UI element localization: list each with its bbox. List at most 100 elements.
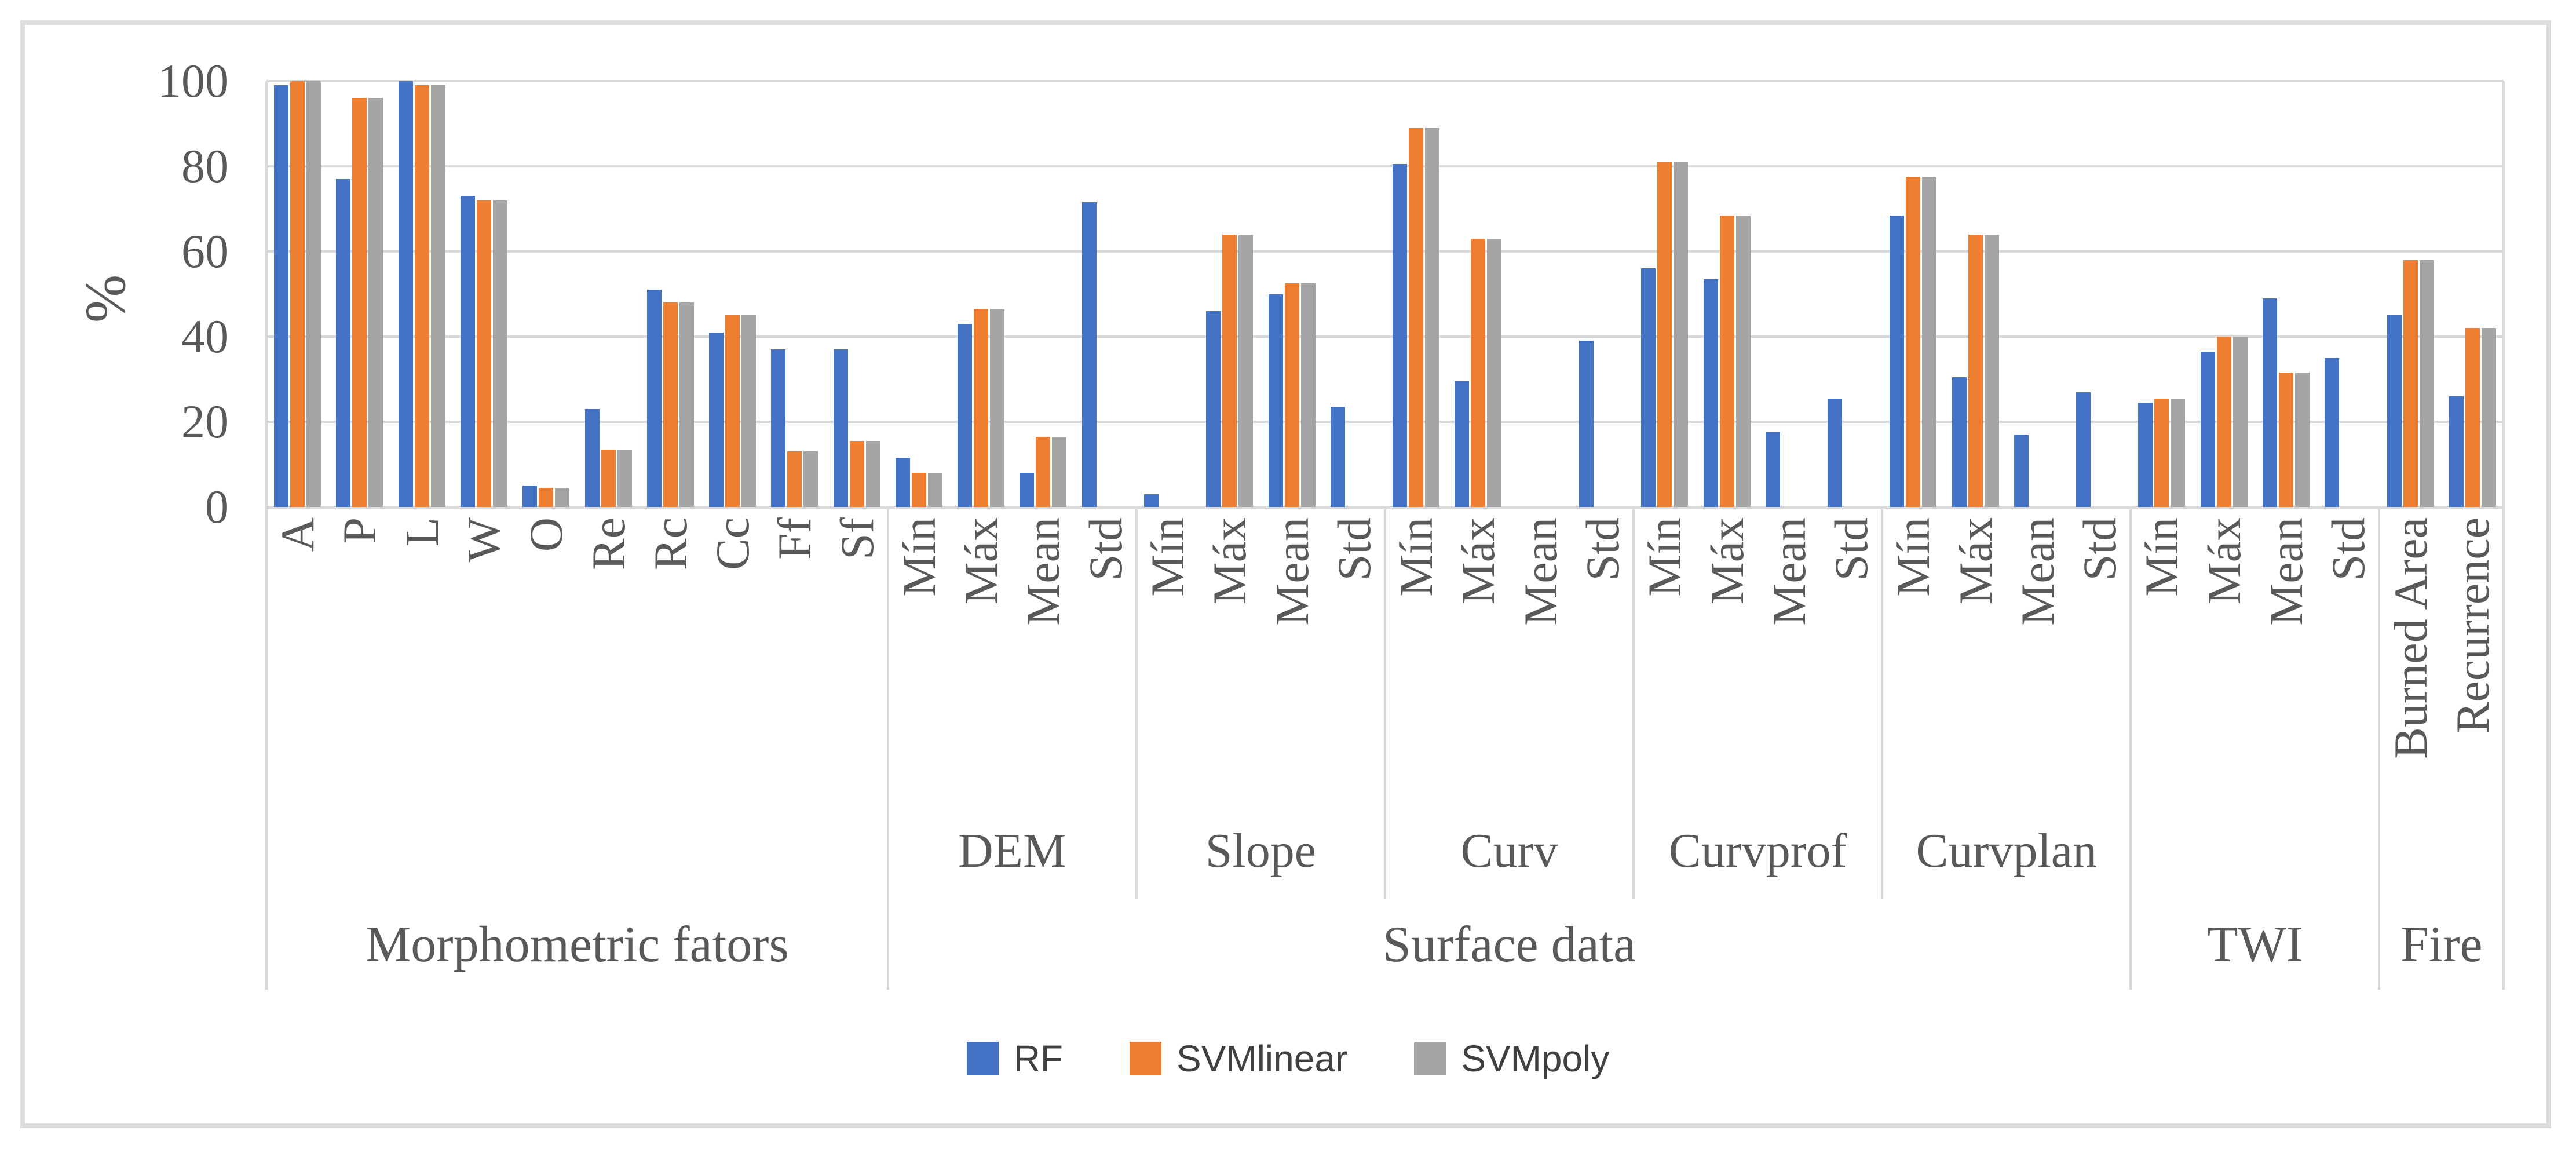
- bar-rf: [1455, 381, 1470, 507]
- subcategory-label: DEM: [958, 824, 1066, 878]
- bar-svmlinear: [2279, 373, 2293, 507]
- bar-group: [1820, 81, 1882, 507]
- tick-label: Mín: [1887, 517, 1940, 597]
- bar-group: [1323, 81, 1385, 507]
- bar-svmlinear: [787, 451, 802, 507]
- tick-label: O: [520, 517, 573, 552]
- axis-separator: [1384, 507, 1386, 899]
- tick-label: Mean: [1017, 517, 1070, 626]
- bar-svmpoly: [1922, 177, 1937, 507]
- bar-svmlinear: [2154, 398, 2169, 507]
- y-tick-label: 0: [205, 480, 229, 533]
- bar-rf: [1890, 215, 1905, 507]
- tick-label: Mean: [2011, 517, 2064, 626]
- tick-label: P: [333, 517, 386, 544]
- tick-cell: Máx: [1447, 517, 1509, 802]
- tick-cell: Mín: [2131, 517, 2193, 802]
- bar-svmpoly: [741, 315, 757, 507]
- bar-rf: [1268, 294, 1283, 507]
- bar-rf: [522, 486, 538, 507]
- tick-label: A: [271, 517, 324, 552]
- tick-cell: Máx: [950, 517, 1012, 802]
- tick-label: Std: [2073, 517, 2126, 581]
- tick-cell: Cc: [701, 517, 763, 802]
- bar-rf: [1393, 164, 1408, 507]
- bar-svmpoly: [679, 302, 694, 507]
- bar-svmlinear: [1719, 215, 1734, 507]
- legend-label: SVMlinear: [1176, 1038, 1348, 1079]
- category-label: Morphometric fators: [366, 916, 789, 973]
- axis-separator: [1135, 507, 1138, 899]
- tick-label: Mean: [1514, 517, 1567, 626]
- category-label: Fire: [2400, 916, 2483, 973]
- axis-separator: [1881, 507, 1884, 899]
- tick-label: Sf: [830, 517, 883, 560]
- tick-cell: O: [515, 517, 577, 802]
- bar-group: [391, 81, 453, 507]
- bar-rf: [2325, 357, 2340, 507]
- tick-cell: P: [328, 517, 390, 802]
- gridline: [266, 165, 2504, 167]
- bar-rf: [1081, 202, 1097, 507]
- bar-group: [701, 81, 763, 507]
- bar-svmlinear: [1657, 162, 1672, 507]
- bar-rf: [709, 332, 724, 507]
- bar-rf: [1579, 341, 1594, 507]
- legend-swatch-rf: [966, 1042, 999, 1075]
- bar-group: [1696, 81, 1757, 507]
- axis-separator: [2129, 507, 2132, 990]
- tick-cell: Std: [1820, 517, 1882, 802]
- bar-group: [515, 81, 577, 507]
- tick-label: Máx: [1452, 517, 1505, 605]
- bar-svmpoly: [1674, 162, 1689, 507]
- bar-group: [1634, 81, 1696, 507]
- tick-label: Máx: [955, 517, 1008, 605]
- bar-svmpoly: [1052, 436, 1067, 507]
- bar-rf: [2138, 402, 2153, 507]
- tick-cell: Mín: [1882, 517, 1944, 802]
- bar-group: [2007, 81, 2069, 507]
- tick-label: Std: [1576, 517, 1629, 581]
- bar-svmpoly: [865, 441, 880, 507]
- tick-cell: Máx: [2193, 517, 2255, 802]
- tick-cell: Burned Area: [2379, 517, 2441, 802]
- y-tick-label: 100: [158, 54, 229, 107]
- bar-group: [1882, 81, 1944, 507]
- tick-cell: Mean: [2007, 517, 2069, 802]
- tick-cell: L: [391, 517, 453, 802]
- bar-group: [1447, 81, 1509, 507]
- bar-rf: [2014, 435, 2029, 507]
- bar-svmpoly: [368, 98, 383, 507]
- bar-svmpoly: [306, 81, 321, 507]
- bar-svmlinear: [2216, 337, 2231, 507]
- bar-rf: [771, 349, 786, 507]
- bar-group: [1758, 81, 1820, 507]
- bar-rf: [1952, 377, 1967, 507]
- legend-swatch-svmpoly: [1414, 1042, 1446, 1075]
- tick-cell: Std: [2317, 517, 2379, 802]
- tick-label: Mín: [1638, 517, 1691, 597]
- bar-group: [328, 81, 390, 507]
- bar-group: [1199, 81, 1260, 507]
- bar-rf: [646, 290, 662, 507]
- legend-item-svmlinear: SVMlinear: [1130, 1037, 1347, 1080]
- bar-svmlinear: [725, 315, 740, 507]
- tick-cell: A: [266, 517, 328, 802]
- legend: RF SVMlinear SVMpoly: [0, 1027, 2576, 1090]
- tick-label: Std: [1825, 517, 1878, 581]
- tick-label: Mín: [892, 517, 945, 597]
- tick-label: Máx: [1203, 517, 1256, 605]
- bar-group: [2442, 81, 2504, 507]
- bar-svmlinear: [476, 200, 491, 507]
- bar-svmpoly: [1487, 238, 1502, 507]
- bar-svmlinear: [601, 449, 616, 507]
- bar-group: [1260, 81, 1322, 507]
- bar-group: [2069, 81, 2131, 507]
- gridline: [266, 421, 2504, 423]
- bar-svmpoly: [2295, 373, 2310, 507]
- bar-svmpoly: [927, 473, 942, 507]
- bar-rf: [336, 179, 351, 507]
- bar-svmpoly: [2232, 337, 2248, 507]
- tick-cell: Re: [577, 517, 639, 802]
- bar-rf: [1020, 473, 1035, 507]
